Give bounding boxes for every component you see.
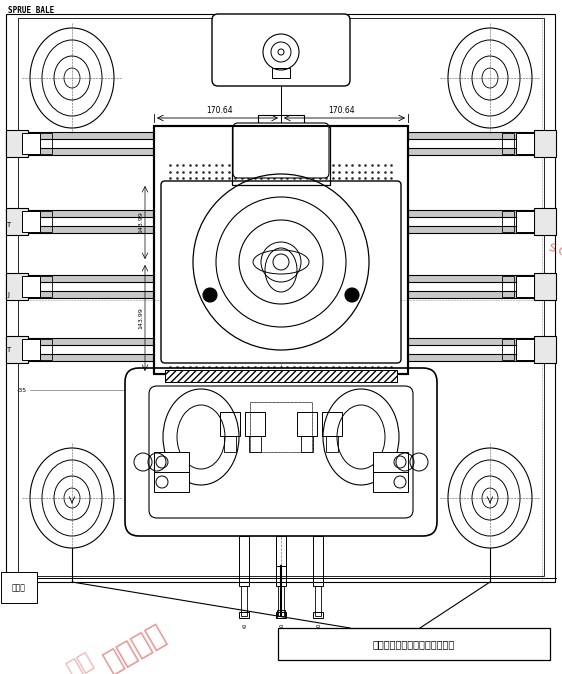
- Bar: [250, 402, 312, 452]
- Bar: [165, 370, 397, 382]
- Bar: [516, 339, 534, 360]
- Bar: [40, 276, 52, 297]
- Bar: [516, 211, 534, 232]
- Bar: [6, 354, 154, 361]
- Bar: [258, 115, 304, 129]
- Bar: [313, 536, 323, 586]
- Text: 示范版本: 示范版本: [99, 619, 171, 674]
- Bar: [534, 130, 556, 157]
- Bar: [301, 436, 313, 452]
- Text: 143.99: 143.99: [138, 211, 143, 233]
- Bar: [272, 68, 290, 78]
- Text: g: g: [316, 624, 320, 629]
- Bar: [315, 586, 321, 616]
- Bar: [6, 336, 28, 363]
- Bar: [408, 226, 556, 233]
- Bar: [502, 211, 514, 232]
- Bar: [534, 273, 556, 300]
- Text: 170.64: 170.64: [207, 106, 233, 115]
- Bar: [408, 275, 556, 282]
- Text: g: g: [279, 624, 283, 629]
- Bar: [408, 354, 556, 361]
- Text: J: J: [7, 292, 9, 298]
- Bar: [22, 276, 40, 297]
- Bar: [239, 612, 249, 618]
- Bar: [18, 18, 544, 576]
- Bar: [516, 133, 534, 154]
- Bar: [6, 208, 28, 235]
- Bar: [245, 412, 265, 436]
- Bar: [297, 412, 317, 436]
- Bar: [22, 133, 40, 154]
- Bar: [276, 612, 286, 618]
- Bar: [250, 402, 312, 452]
- Bar: [6, 291, 154, 298]
- Bar: [22, 339, 40, 360]
- FancyBboxPatch shape: [149, 386, 413, 518]
- Bar: [224, 436, 236, 452]
- Bar: [278, 586, 284, 616]
- Bar: [408, 291, 556, 298]
- Bar: [373, 472, 408, 492]
- Bar: [154, 452, 189, 472]
- Bar: [313, 612, 323, 618]
- Text: SPRUE BALE: SPRUE BALE: [8, 6, 55, 15]
- Bar: [6, 338, 154, 345]
- Bar: [6, 132, 154, 139]
- Bar: [241, 586, 247, 616]
- Bar: [232, 127, 330, 185]
- Bar: [516, 276, 534, 297]
- FancyBboxPatch shape: [161, 181, 401, 363]
- Bar: [6, 226, 154, 233]
- Bar: [373, 452, 408, 472]
- Bar: [408, 148, 556, 155]
- Circle shape: [203, 288, 217, 302]
- Bar: [154, 126, 408, 374]
- Bar: [6, 210, 154, 217]
- Bar: [276, 536, 286, 586]
- Bar: [239, 536, 249, 586]
- Text: 示范: 示范: [64, 650, 97, 674]
- Text: -35: -35: [17, 388, 27, 392]
- Bar: [534, 208, 556, 235]
- Text: T: T: [6, 347, 10, 353]
- FancyBboxPatch shape: [125, 368, 437, 536]
- Bar: [322, 412, 342, 436]
- Bar: [408, 132, 556, 139]
- Bar: [40, 211, 52, 232]
- Text: 导套的排气槽水平开设，防止落: 导套的排气槽水平开设，防止落: [373, 639, 455, 649]
- Text: S.C: S.C: [547, 242, 562, 258]
- Text: 143.99: 143.99: [138, 307, 143, 329]
- Text: T: T: [6, 222, 10, 228]
- Text: 基准面: 基准面: [12, 583, 26, 592]
- Bar: [6, 273, 28, 300]
- Bar: [276, 536, 286, 566]
- Bar: [6, 14, 555, 582]
- Bar: [40, 339, 52, 360]
- Bar: [6, 275, 154, 282]
- Bar: [277, 610, 285, 618]
- Text: 170.64: 170.64: [329, 106, 355, 115]
- Bar: [154, 472, 189, 492]
- Text: g: g: [242, 624, 246, 629]
- Bar: [502, 276, 514, 297]
- Bar: [408, 338, 556, 345]
- Bar: [220, 412, 240, 436]
- Circle shape: [345, 288, 359, 302]
- Bar: [502, 133, 514, 154]
- Bar: [502, 339, 514, 360]
- Bar: [40, 133, 52, 154]
- FancyBboxPatch shape: [233, 123, 329, 178]
- Bar: [534, 336, 556, 363]
- Bar: [6, 130, 28, 157]
- Bar: [326, 436, 338, 452]
- Bar: [408, 210, 556, 217]
- Bar: [6, 148, 154, 155]
- Bar: [22, 211, 40, 232]
- Bar: [249, 436, 261, 452]
- FancyBboxPatch shape: [212, 14, 350, 86]
- Bar: [278, 628, 550, 660]
